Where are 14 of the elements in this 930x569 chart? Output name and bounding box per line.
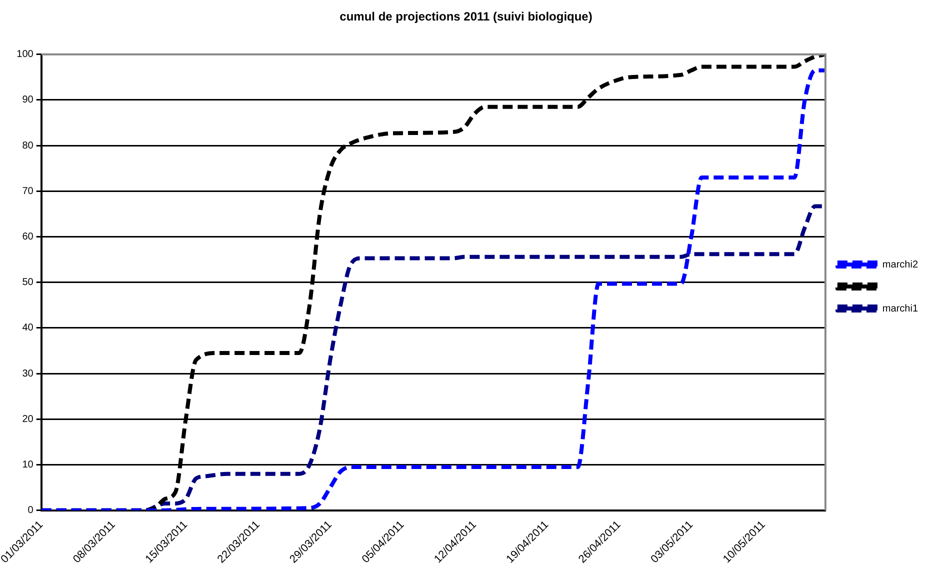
y-tick-label: 90 [22, 94, 34, 106]
legend-label: marchi1 [882, 303, 918, 314]
legend-label: marchi2 [882, 259, 918, 270]
y-tick-label: 50 [22, 277, 34, 288]
y-tick-label: 80 [22, 140, 34, 152]
y-tick-label: 70 [22, 186, 34, 197]
y-tick-label: 40 [22, 322, 34, 334]
y-tick-label: 10 [22, 459, 34, 470]
y-tick-label: 100 [16, 49, 34, 60]
y-tick-label: 30 [22, 368, 34, 380]
y-tick-label: 60 [22, 232, 34, 243]
y-tick-label: 0 [28, 505, 34, 516]
y-tick-label: 20 [22, 414, 34, 425]
chart-title: cumul de projections 2011 (suivi biologique) [340, 10, 592, 24]
